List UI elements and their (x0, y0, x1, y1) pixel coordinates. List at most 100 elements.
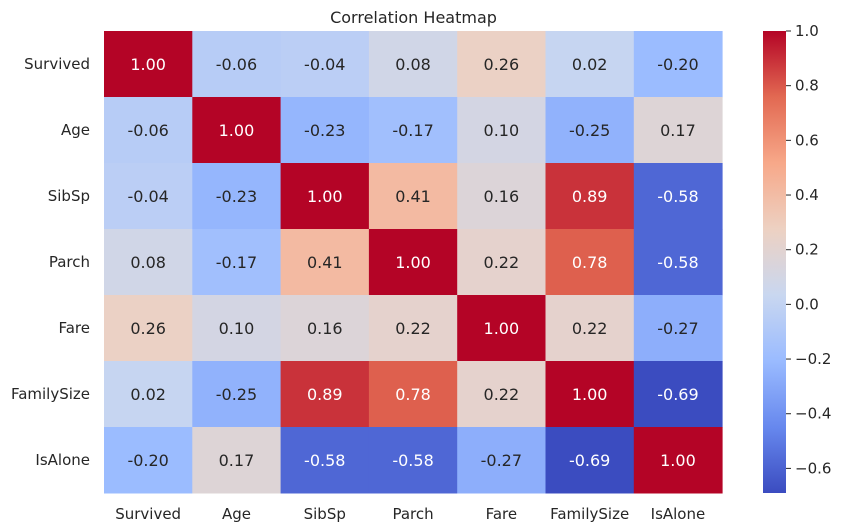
colorbar-tick-label: −0.2 (795, 350, 831, 368)
heatmap-cell (104, 229, 193, 296)
colorbar (763, 31, 786, 493)
cell-value-label: 0.10 (484, 121, 520, 140)
cell-value-label: -0.04 (127, 187, 168, 206)
cell-value-label: -0.06 (127, 121, 168, 140)
y-tick-label: Parch (49, 253, 90, 271)
heatmap-cell (192, 295, 282, 362)
colorbar-tick-label: 0.6 (795, 131, 819, 149)
cell-value-label: 0.89 (572, 187, 608, 206)
colorbar-tick-label: −0.6 (795, 459, 831, 477)
cell-value-label: -0.06 (216, 55, 257, 74)
heatmap-cell (457, 427, 546, 494)
heatmap-cell (104, 361, 193, 428)
heatmap-cell (368, 31, 458, 98)
x-tick-label: Age (222, 505, 251, 523)
cell-value-label: -0.69 (657, 385, 698, 404)
cell-value-label: 0.89 (307, 385, 343, 404)
heatmap-cell (368, 97, 458, 164)
colorbar-tick-label: −0.4 (795, 405, 831, 423)
heatmap-cell (545, 229, 635, 296)
x-tick-label: Survived (115, 505, 181, 523)
y-tick-label: IsAlone (35, 451, 90, 469)
heatmap-cell (545, 31, 635, 98)
cell-value-label: -0.58 (657, 253, 698, 272)
heatmap-cell (280, 361, 370, 428)
cell-value-label: 0.02 (572, 55, 608, 74)
chart-title: Correlation Heatmap (330, 8, 497, 27)
cell-value-label: -0.58 (304, 451, 345, 470)
cell-value-label: 0.22 (484, 253, 520, 272)
heatmap-cell (104, 427, 193, 494)
x-tick-label: Fare (486, 505, 518, 523)
colorbar-tick-label: 1.0 (795, 22, 819, 40)
heatmap-cell (633, 295, 723, 362)
cell-value-label: 0.78 (572, 253, 608, 272)
heatmap-cell (545, 97, 635, 164)
cell-value-label: 1.00 (484, 319, 520, 338)
colorbar-tick-label: 0.4 (795, 186, 819, 204)
cell-value-label: 0.26 (130, 319, 166, 338)
cell-value-label: 1.00 (219, 121, 255, 140)
heatmap-cell (280, 229, 370, 296)
heatmap-cell (104, 295, 193, 362)
heatmap-cell (545, 163, 635, 230)
heatmap-cell (368, 427, 458, 494)
heatmap-cell (280, 31, 370, 98)
cell-value-label: 0.16 (484, 187, 520, 206)
heatmap-cell (633, 427, 723, 494)
heatmap-cell (192, 229, 282, 296)
x-axis-tick-labels: Survived Age SibSp Parch Fare FamilySize IsAlo… (115, 505, 705, 523)
heatmap-cell (457, 295, 546, 362)
cell-value-label: -0.27 (481, 451, 522, 470)
cell-value-label: 1.00 (572, 385, 608, 404)
y-tick-label: Age (61, 121, 90, 139)
heatmap-cell (633, 163, 723, 230)
heatmap-cell (192, 427, 282, 494)
cell-value-label: -0.17 (392, 121, 433, 140)
cell-value-label: 0.10 (219, 319, 255, 338)
heatmap-cell (104, 163, 193, 230)
heatmap-cell (192, 97, 282, 164)
heatmap-cell (368, 163, 458, 230)
cell-value-label: -0.04 (304, 55, 345, 74)
heatmap-cell (545, 361, 635, 428)
heatmap-cell (104, 97, 193, 164)
heatmap-cell (457, 31, 546, 98)
heatmap-cell (457, 229, 546, 296)
cell-value-label: 0.17 (660, 121, 696, 140)
cell-value-label: -0.17 (216, 253, 257, 272)
colorbar-tick-label: 0.8 (795, 77, 819, 95)
cell-value-label: -0.25 (216, 385, 257, 404)
cell-value-label: 0.41 (395, 187, 431, 206)
heatmap-cell (104, 31, 193, 98)
heatmap-cell (633, 229, 723, 296)
cell-value-label: 1.00 (660, 451, 696, 470)
y-tick-label: Survived (24, 55, 90, 73)
heatmap-cell (280, 163, 370, 230)
heatmap-cell (457, 361, 546, 428)
heatmap-cell (368, 229, 458, 296)
cell-value-label: 0.17 (219, 451, 255, 470)
colorbar-tick-label: 0.0 (795, 295, 819, 313)
cell-value-label: 1.00 (130, 55, 166, 74)
cell-value-label: 0.08 (395, 55, 431, 74)
heatmap-cell (633, 97, 723, 164)
cell-value-label: 1.00 (395, 253, 431, 272)
cell-value-label: -0.58 (657, 187, 698, 206)
heatmap-cell (545, 295, 635, 362)
y-tick-label: SibSp (48, 187, 90, 205)
heatmap-cell (368, 295, 458, 362)
colorbar-ticks: 1.0 0.8 0.6 0.4 0.2 0.0 −0.2 −0.4 −0.6 (786, 22, 831, 477)
heatmap-cell (280, 295, 370, 362)
heatmap-cell (192, 163, 282, 230)
cell-value-label: 0.16 (307, 319, 343, 338)
cell-value-label: -0.20 (127, 451, 168, 470)
x-tick-label: IsAlone (651, 505, 706, 523)
colorbar-tick-label: 0.2 (795, 241, 819, 259)
x-tick-label: SibSp (304, 505, 346, 523)
x-tick-label: Parch (392, 505, 433, 523)
cell-value-label: 0.02 (130, 385, 166, 404)
cell-value-label: 0.22 (484, 385, 520, 404)
heatmap-cell (545, 427, 635, 494)
